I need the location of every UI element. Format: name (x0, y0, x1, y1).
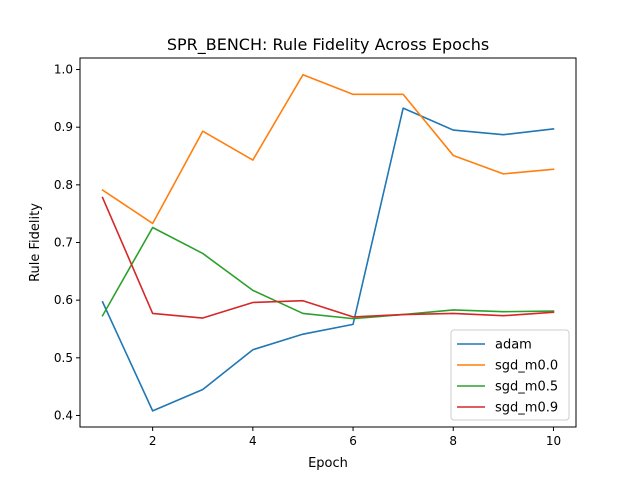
chart-title: SPR_BENCH: Rule Fidelity Across Epochs (167, 35, 489, 55)
y-tick-label: 0.5 (54, 351, 73, 365)
y-tick-label: 0.4 (54, 408, 73, 422)
x-tick-label: 6 (349, 434, 357, 448)
y-tick-label: 0.6 (54, 293, 73, 307)
legend-box (450, 329, 570, 421)
legend: adam sgd_m0.0 sgd_m0.5 sgd_m0.9 (450, 329, 570, 421)
x-axis-label: Epoch (308, 456, 348, 471)
legend-items: adam sgd_m0.0 sgd_m0.5 sgd_m0.9 (457, 338, 558, 416)
x-tick-label: 8 (449, 434, 457, 448)
legend-label: sgd_m0.5 (495, 380, 558, 395)
x-tick-label: 2 (149, 434, 157, 448)
x-tick-label: 10 (546, 434, 561, 448)
plot-area (79, 57, 577, 428)
y-axis-label: Rule Fidelity (28, 203, 43, 282)
y-tick-label: 0.9 (54, 120, 73, 134)
series-line-sgd-m0-0 (101, 73, 555, 225)
legend-label: sgd_m0.9 (495, 401, 558, 416)
series-line-sgd-m0-9 (101, 196, 555, 319)
y-tick-label: 0.7 (54, 236, 73, 250)
legend-label: adam (495, 338, 532, 353)
series-line-sgd-m0-5 (101, 226, 555, 320)
x-axis-ticks: 2 4 6 8 10 (149, 427, 561, 448)
legend-label: sgd_m0.0 (495, 359, 558, 374)
x-tick-label: 4 (249, 434, 257, 448)
series-line-adam (101, 107, 555, 412)
y-tick-label: 0.8 (54, 178, 73, 192)
series-lines (101, 73, 555, 412)
y-tick-label: 1.0 (54, 63, 73, 77)
y-axis-ticks: 0.4 0.5 0.6 0.7 0.8 0.9 1.0 (54, 63, 80, 422)
